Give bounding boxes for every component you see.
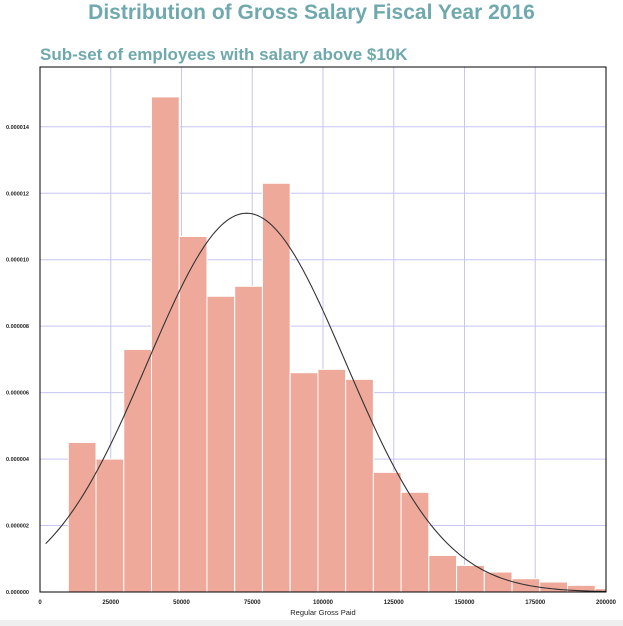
y-tick-label: 0.000002 — [6, 524, 29, 530]
histogram-bar — [178, 235, 208, 593]
histogram-bar — [95, 458, 125, 593]
y-tick-label: 0.000010 — [6, 258, 29, 264]
histogram-bar — [234, 285, 263, 593]
histogram-bar — [261, 182, 291, 593]
y-tick-label: 0.000012 — [6, 191, 29, 197]
x-tick-label: 25000 — [102, 600, 119, 606]
x-tick-label: 100000 — [313, 600, 334, 606]
x-axis-label: Regular Gross Paid — [290, 608, 355, 617]
x-tick-label: 0 — [38, 600, 42, 606]
histogram-bar — [67, 441, 97, 593]
histogram-bar — [372, 471, 402, 593]
curve-layer — [45, 212, 607, 593]
x-tick-label: 50000 — [173, 600, 190, 606]
bottom-strip — [0, 620, 623, 626]
y-axis: 0.000000 0.000002 0.000004 0.000006 0.000008… — [6, 125, 30, 596]
y-tick-label: 0.000008 — [6, 324, 29, 330]
x-axis: 0 25000 50000 75000 100000 125000 150000 175000… — [38, 600, 616, 606]
density-curve — [45, 212, 607, 593]
plot-frame — [39, 66, 607, 593]
x-tick-label: 150000 — [454, 600, 475, 606]
x-tick-label: 125000 — [384, 600, 405, 606]
histogram-bar — [206, 295, 236, 593]
histogram-bar — [345, 378, 374, 593]
histogram-bar — [539, 581, 569, 593]
histogram-bar — [400, 491, 430, 593]
bars-layer — [67, 96, 607, 593]
x-tick-label: 175000 — [525, 600, 546, 606]
x-tick-label: 200000 — [596, 600, 617, 606]
histogram-bar — [456, 564, 485, 593]
x-tick-label: 75000 — [244, 600, 261, 606]
chart-title: Distribution of Gross Salary Fiscal Year… — [88, 1, 535, 24]
histogram-bar — [483, 571, 513, 593]
y-tick-label: 0.000014 — [6, 125, 30, 131]
y-tick-label: 0.000004 — [6, 457, 30, 463]
histogram-bar — [317, 368, 347, 593]
y-tick-label: 0.000000 — [6, 590, 29, 596]
chart-subtitle: Sub-set of employees with salary above $… — [40, 45, 408, 64]
histogram-bar — [428, 554, 458, 593]
y-tick-label: 0.000006 — [6, 391, 29, 397]
histogram-bar — [289, 372, 319, 593]
